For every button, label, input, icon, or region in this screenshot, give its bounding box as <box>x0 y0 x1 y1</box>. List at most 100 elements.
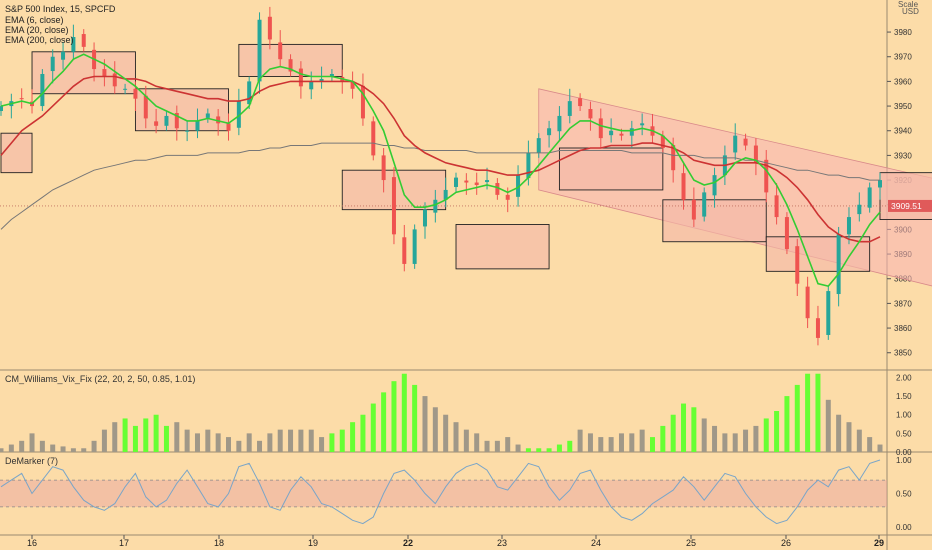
vix-bar <box>846 422 852 452</box>
ema200-legend: EMA (200, close) <box>5 35 74 45</box>
vix-bar <box>39 440 45 452</box>
vix-bar <box>401 373 407 452</box>
price-tick-label: 3850 <box>894 349 912 358</box>
vix-bar <box>743 429 749 452</box>
candle-body <box>702 192 707 217</box>
vix-pane-title: CM_Williams_Vix_Fix (22, 20, 2, 50, 0.85… <box>5 374 196 384</box>
price-tick-label: 3960 <box>894 77 912 86</box>
candle-body <box>443 189 448 200</box>
candle-body <box>81 34 86 47</box>
vix-bar <box>856 429 862 452</box>
candle-body <box>619 133 624 136</box>
vix-bar <box>432 407 438 452</box>
candle-body <box>857 204 862 215</box>
candle-body <box>319 78 324 82</box>
vix-bar <box>474 433 480 452</box>
vix-bar <box>732 433 738 452</box>
vix-bar <box>774 411 780 452</box>
vix-bar <box>236 440 242 452</box>
vix-bar <box>722 433 728 452</box>
last-price-label: 3909.51 <box>891 201 922 211</box>
candle-body <box>267 16 272 40</box>
candle-body <box>19 98 24 100</box>
candle-body <box>257 19 262 82</box>
vix-bar <box>91 440 97 452</box>
candle-body <box>422 209 427 227</box>
candle-body <box>102 69 107 77</box>
vix-bar <box>484 440 490 452</box>
zone-box-0 <box>0 132 33 174</box>
vix-bar <box>463 429 469 452</box>
vix-bar <box>825 399 831 452</box>
vix-bar <box>494 440 500 452</box>
x-tick-label: 29 <box>874 538 884 548</box>
x-tick-label: 25 <box>686 538 696 548</box>
candle-body <box>402 237 407 264</box>
demarker-tick-label: 0.50 <box>896 490 912 499</box>
candle-body <box>774 195 779 218</box>
vix-bar <box>277 429 283 452</box>
vix-bar <box>81 448 87 452</box>
vix-bar <box>577 429 583 452</box>
candle-body <box>712 175 717 196</box>
vix-bar <box>618 433 624 452</box>
candle-body <box>505 194 510 200</box>
candle-body <box>174 112 179 129</box>
candle-body <box>350 81 355 89</box>
zone-box-8 <box>765 236 871 272</box>
currency-label: Scale <box>898 0 919 9</box>
candle-body <box>216 116 221 124</box>
demarker-tick-label: 1.00 <box>896 456 912 465</box>
candle-body <box>40 74 45 107</box>
candle-body <box>195 120 200 131</box>
candle-body <box>154 121 159 126</box>
demarker-tick-label: 0.00 <box>896 523 912 532</box>
candle-body <box>547 128 552 136</box>
vix-bar <box>794 384 800 452</box>
price-tick-label: 3950 <box>894 102 912 111</box>
zone-box-9 <box>879 172 932 220</box>
vix-bar <box>246 433 252 452</box>
vix-bar <box>132 425 138 452</box>
vix-bar <box>360 414 366 452</box>
candle-body <box>329 74 334 76</box>
x-tick-label: 26 <box>781 538 791 548</box>
vix-bar <box>443 414 449 452</box>
vix-bar <box>370 403 376 452</box>
vix-bar <box>257 440 263 452</box>
currency-unit: USD <box>902 7 919 16</box>
vix-bar <box>691 407 697 452</box>
ema20-legend: EMA (20, close) <box>5 25 69 35</box>
ema6-legend: EMA (6, close) <box>5 15 64 25</box>
demarker-pane-title: DeMarker (7) <box>5 456 59 466</box>
candle-body <box>764 159 769 193</box>
candle-body <box>112 73 117 87</box>
vix-bar <box>174 422 180 452</box>
vix-bar <box>163 425 169 452</box>
vix-bar <box>143 418 149 452</box>
vix-tick-label: 0.00 <box>896 448 912 457</box>
candle-body <box>867 187 872 208</box>
candle-body <box>185 130 190 132</box>
candle-body <box>784 217 789 250</box>
candle-body <box>495 183 500 195</box>
candle-body <box>0 106 3 111</box>
price-tick-label: 3860 <box>894 324 912 333</box>
candle-body <box>381 155 386 181</box>
vix-bar <box>226 437 232 452</box>
vix-bar <box>329 433 335 452</box>
ema6-line <box>0 53 881 287</box>
vix-bar <box>836 414 842 452</box>
vix-bar <box>639 429 645 452</box>
x-tick-label: 17 <box>119 538 129 548</box>
candle-body <box>50 56 55 72</box>
x-tick-label: 16 <box>27 538 37 548</box>
x-tick-label: 24 <box>591 538 601 548</box>
vix-bar <box>50 444 56 452</box>
candle-body <box>795 246 800 284</box>
price-tick-label: 3940 <box>894 127 912 136</box>
candle-body <box>681 173 686 200</box>
x-tick-label: 18 <box>214 538 224 548</box>
candle-body <box>826 291 831 335</box>
